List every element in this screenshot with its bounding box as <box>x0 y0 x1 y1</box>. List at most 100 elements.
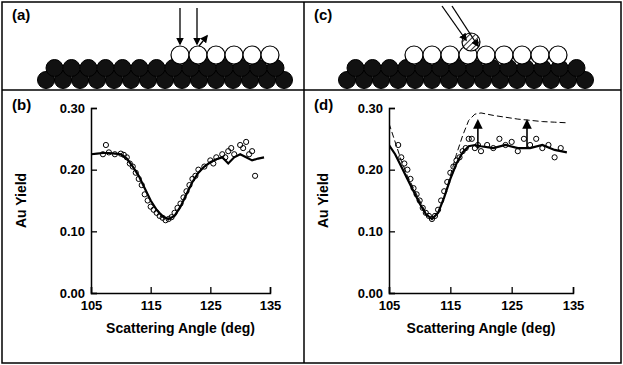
data-point <box>226 149 231 154</box>
panel-label: (c) <box>314 6 332 23</box>
data-point <box>402 161 407 166</box>
substrate-atom <box>131 60 148 77</box>
figure-frame <box>2 2 621 363</box>
y-tick-label: 0.30 <box>60 101 85 116</box>
y-tick-mark <box>91 108 97 109</box>
substrate-atom <box>568 60 585 77</box>
x-tick-label: 115 <box>141 298 162 313</box>
y-axis-title: Au Yield <box>315 173 331 228</box>
x-axis: 105115125135 <box>81 287 282 313</box>
substrate-atom <box>114 60 131 77</box>
x-axis-title: Scattering Angle (deg) <box>106 320 255 336</box>
y-tick-mark <box>389 293 395 294</box>
x-tick: 115 <box>141 287 162 313</box>
au-atom <box>405 46 423 64</box>
y-tick-mark <box>389 108 395 109</box>
au-atom <box>495 46 513 64</box>
au-atom <box>243 46 261 64</box>
x-tick-label: 135 <box>260 298 282 313</box>
substrate-atom <box>97 60 114 77</box>
shift-arrow <box>477 121 479 149</box>
y-tick: 0.00 <box>358 286 395 301</box>
y-tick: 0.10 <box>60 224 97 239</box>
ion-arrow <box>199 36 207 46</box>
au-atom <box>441 46 459 64</box>
au-atom <box>513 46 531 64</box>
chart: 1051151251350.000.100.200.30Scattering A… <box>314 96 584 336</box>
chart: 1051151251350.000.100.200.30Scattering A… <box>12 96 281 336</box>
y-tick-label: 0.10 <box>358 224 383 239</box>
panel-label: (b) <box>12 96 31 113</box>
figure: (a)(c)1051151251350.000.100.200.30Scatte… <box>0 0 623 365</box>
x-tick-label: 135 <box>563 298 585 313</box>
data-point <box>515 149 520 154</box>
data-point <box>220 152 225 157</box>
data-point <box>521 136 526 141</box>
au-atom <box>189 46 207 64</box>
y-tick: 0.30 <box>60 101 97 116</box>
data-point <box>229 145 234 150</box>
x-tick: 125 <box>200 287 222 313</box>
diagram-a <box>38 8 293 89</box>
y-tick-mark <box>91 293 97 294</box>
data-point <box>478 149 483 154</box>
y-tick-label: 0.00 <box>60 286 85 301</box>
data-point <box>244 139 249 144</box>
x-tick: 115 <box>440 287 461 313</box>
data-point <box>552 155 557 160</box>
y-tick-mark <box>389 231 395 232</box>
x-axis-line <box>390 287 574 294</box>
ion-arrow <box>452 6 478 46</box>
x-tick: 135 <box>563 287 585 313</box>
ion-arrow <box>179 8 180 44</box>
data-point <box>250 149 255 154</box>
au-atom <box>477 46 495 64</box>
au-atom <box>531 46 549 64</box>
y-tick: 0.00 <box>60 286 97 301</box>
data-point <box>238 142 243 147</box>
fit-curve <box>91 153 264 219</box>
x-axis-line <box>92 287 271 294</box>
substrate-atom <box>148 60 165 77</box>
substrate-atom <box>80 60 97 77</box>
plot-marks <box>389 113 567 222</box>
plot-marks <box>91 139 264 223</box>
y-tick-label: 0.30 <box>358 101 383 116</box>
x-tick-label: 125 <box>200 298 222 313</box>
data-point <box>103 142 108 147</box>
ion-arrow <box>196 8 197 44</box>
substrate-atom <box>364 60 381 77</box>
x-tick-mark <box>450 287 451 293</box>
shift-arrow <box>526 121 528 149</box>
x-tick-mark <box>270 287 271 293</box>
x-tick-mark <box>512 287 513 293</box>
y-tick-mark <box>389 170 395 171</box>
x-tick-mark <box>573 287 574 293</box>
x-tick-mark <box>210 287 211 293</box>
au-atom <box>549 46 567 64</box>
y-tick-label: 0.00 <box>358 286 383 301</box>
x-axis: 105115125135 <box>379 287 585 313</box>
fit-curve <box>389 145 567 219</box>
y-tick-label: 0.20 <box>60 162 85 177</box>
x-tick-label: 115 <box>440 298 461 313</box>
x-axis-title: Scattering Angle (deg) <box>407 320 556 336</box>
y-tick-mark <box>91 231 97 232</box>
y-tick: 0.30 <box>358 101 395 116</box>
diagram-c <box>339 6 594 89</box>
data-point <box>247 152 252 157</box>
data-point <box>534 136 539 141</box>
substrate-atom <box>63 60 80 77</box>
dashed-curve <box>389 113 567 219</box>
panel-label: (d) <box>314 96 333 113</box>
data-point <box>509 139 514 144</box>
data-point <box>241 145 246 150</box>
y-axis-line <box>390 109 396 294</box>
x-tick: 125 <box>501 287 523 313</box>
data-point <box>469 136 474 141</box>
y-tick: 0.20 <box>358 162 395 177</box>
data-point <box>497 136 502 141</box>
x-tick-label: 125 <box>501 298 523 313</box>
au-atom <box>171 46 189 64</box>
substrate-atom <box>381 60 398 77</box>
